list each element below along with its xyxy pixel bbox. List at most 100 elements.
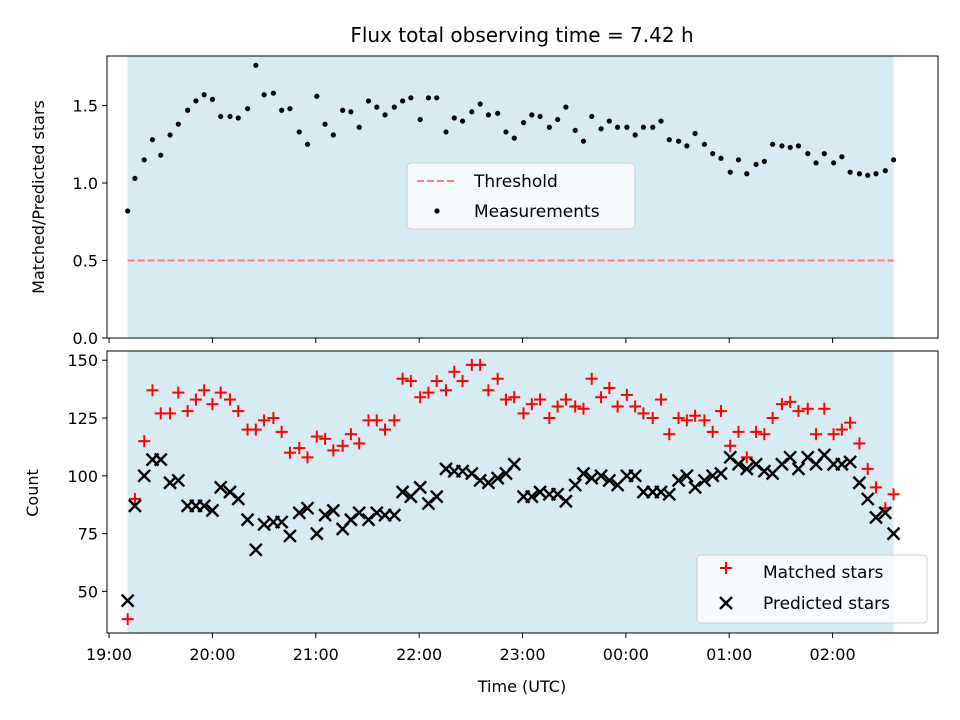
matched-star-point [404,375,417,388]
matched-star-point [766,412,779,425]
measurement-point [365,98,372,104]
measurement-point [495,110,501,116]
predicted-star-point [163,475,177,490]
predicted-star-point [594,468,608,483]
matched-star-point [121,613,134,626]
matched-star-point [887,488,900,501]
matched-star-point [310,430,323,443]
measurement-point [580,138,587,144]
matched-star-point [319,432,332,445]
legend-threshold-label: Threshold [473,172,558,192]
predicted-star-point [688,480,702,495]
measurement-point [865,172,871,178]
matched-star-point [422,386,435,399]
matched-star-point [388,414,401,427]
matched-star-point [672,412,685,425]
matched-star-point [585,372,598,385]
matched-star-point [430,375,443,388]
matched-star-point [577,402,590,415]
measurement-point [261,92,267,98]
measurement-point [417,116,423,123]
matched-star-point [283,446,296,459]
measurement-point [658,118,664,124]
measurement-point [624,124,630,130]
measurement-point [304,141,311,147]
matched-star-point [336,439,349,452]
measurement-point [735,157,742,163]
measurement-point [882,168,888,174]
measurement-point [330,132,336,138]
top-y-axis-label: Matched/Predicted stars [29,100,48,294]
matched-star-point [293,442,306,455]
matched-star-point [689,409,702,422]
matched-star-point [758,428,771,441]
matched-star-point [164,407,177,420]
predicted-star-point [886,526,901,541]
predicted-star-point [309,526,324,541]
matched-star-point [603,381,616,394]
predicted-star-point [395,485,410,499]
measurement-point [485,112,491,118]
bottom-x-tick-label: 23:00 [499,645,545,664]
chart-title: Flux total observing time = 7.42 h [350,23,693,47]
matched-star-point [534,393,547,406]
measurement-point [805,151,811,157]
matched-star-point [456,375,469,388]
matched-star-point [353,437,366,450]
predicted-star-point [413,480,428,495]
matched-star-point [344,428,357,441]
measurement-point [839,154,845,160]
matched-star-point [448,365,461,378]
measurements-points [125,62,897,214]
measurement-point [149,137,156,143]
measurement-point [650,124,656,130]
measurement-point [831,160,837,166]
matched-star-point [637,407,650,420]
matched-star-point [198,384,211,397]
matched-star-point [655,393,667,406]
matched-star-point [138,435,151,448]
measurement-point [209,96,216,102]
measurement-point [374,104,380,110]
matched-star-point [869,481,882,494]
bottom-x-tick-label: 22:00 [396,645,442,664]
matched-star-point [801,402,814,415]
measurement-point [821,151,827,157]
measurement-point [770,141,776,147]
measurement-point [718,155,724,161]
matched-star-point [223,393,236,406]
measurement-point [753,161,759,168]
matched-star-point [414,391,427,404]
measurement-point [434,95,440,101]
bottom-y-tick-label: 75 [78,525,98,544]
predicted-star-point [240,512,255,527]
predicted-star-point [869,510,883,525]
measurement-point [520,120,527,126]
measurement-point [598,126,604,132]
matched-stars-points [121,358,900,626]
matched-star-point [680,414,693,427]
predicted-star-point [714,466,728,481]
predicted-star-point [326,503,341,518]
measurement-point [614,124,621,130]
predicted-star-point [352,505,367,520]
bottom-x-tick-label: 00:00 [603,645,649,664]
matched-star-point [663,428,676,441]
measurement-point [253,62,259,68]
measurement-point [244,106,251,112]
predicted-star-point [473,473,487,488]
measurement-point [270,90,277,96]
predicted-star-point [852,475,867,490]
matched-star-point [732,425,745,438]
matched-star-point [750,425,763,438]
measurement-point [529,112,535,118]
predicted-star-point [576,466,591,481]
matched-star-point [232,405,245,418]
matched-star-point [128,492,141,505]
measurement-point [287,106,293,112]
matched-star-point [482,384,495,397]
matched-star-point [792,405,805,418]
matched-star-point [611,400,624,413]
predicted-star-point [671,473,686,488]
